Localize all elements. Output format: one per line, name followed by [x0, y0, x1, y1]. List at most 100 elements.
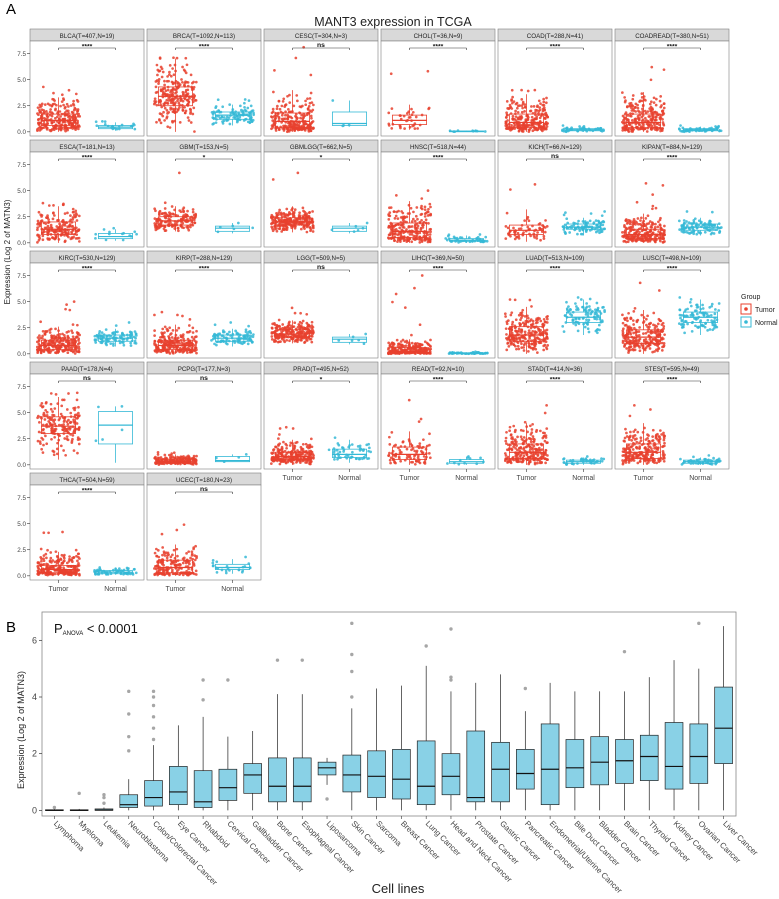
tumor-point [652, 238, 656, 241]
facet-title: CESC(T=304,N=3) [295, 33, 347, 40]
normal-point [595, 308, 599, 312]
tumor-point [634, 231, 638, 235]
tumor-point [505, 211, 509, 215]
normal-point [582, 126, 586, 130]
tumor-point [638, 122, 641, 126]
tumor-point [658, 223, 662, 226]
tumor-point [160, 67, 164, 71]
tumor-point [505, 348, 509, 352]
tumor-point [187, 100, 191, 104]
facet-title: LUSC(T=498,N=109) [643, 255, 701, 262]
normal-point [214, 106, 218, 110]
tumor-point [428, 344, 432, 348]
tumor-point [643, 223, 646, 227]
tumor-point [515, 101, 519, 105]
normal-point [594, 219, 598, 223]
tumor-point [70, 232, 74, 235]
normal-point [700, 129, 704, 133]
tumor-point [662, 68, 666, 72]
normal-point [244, 328, 248, 332]
tumor-point [652, 311, 656, 315]
tumor-point [628, 219, 632, 223]
tumor-point [43, 123, 47, 127]
tumor-point [36, 351, 40, 355]
normal-point [243, 108, 247, 112]
tumor-point [165, 115, 169, 119]
tumor-point [54, 236, 58, 239]
tumor-point [36, 226, 39, 230]
tumor-point [171, 349, 174, 352]
tumor-point [172, 56, 175, 60]
normal-point [566, 129, 570, 133]
sig-label: ns [317, 42, 325, 49]
tumor-point [405, 341, 409, 344]
tumor-point [416, 226, 419, 230]
tumor-point [660, 349, 664, 352]
tumor-point [186, 343, 190, 346]
tumor-point [36, 348, 40, 352]
normal-point [231, 224, 235, 228]
tumor-point [50, 114, 54, 118]
tumor-point [183, 111, 187, 115]
tumor-point [36, 241, 39, 244]
normal-point [682, 222, 686, 225]
normal-point [588, 219, 592, 223]
tumor-point [418, 323, 422, 327]
tumor-point [515, 340, 519, 343]
tumor-point [167, 222, 171, 225]
normal-point [102, 335, 106, 339]
normal-point [574, 317, 578, 321]
tumor-point [40, 348, 43, 352]
tumor-point [58, 341, 62, 345]
tumor-point [156, 347, 159, 351]
tumor-point [543, 343, 547, 347]
tumor-point [290, 128, 293, 132]
tumor-point [660, 338, 664, 341]
tumor-point [163, 338, 167, 342]
tumor-point [185, 220, 189, 224]
tumor-point [640, 313, 644, 317]
tumor-point [191, 326, 195, 330]
tumor-point [621, 91, 624, 94]
tumor-point [278, 225, 282, 228]
normal-point [362, 342, 366, 346]
tumor-point [154, 209, 157, 213]
tumor-point [509, 112, 513, 115]
tumor-point [177, 82, 181, 85]
tumor-point [186, 88, 190, 92]
facet-title: ESCA(T=181,N=13) [59, 144, 114, 151]
tumor-point [71, 335, 75, 339]
tumor-point [423, 230, 427, 233]
normal-point [679, 129, 682, 133]
normal-point [710, 129, 714, 133]
tumor-point [651, 204, 655, 208]
tumor-point [168, 352, 172, 355]
tumor-point [424, 221, 428, 225]
tumor-point [154, 80, 158, 83]
tumor-point [163, 229, 167, 233]
normal-point [104, 338, 107, 342]
tumor-point [422, 347, 425, 351]
tumor-point [656, 344, 660, 348]
tumor-point [411, 217, 415, 221]
tumor-point [287, 211, 291, 214]
normal-point [565, 127, 569, 131]
tumor-point [534, 110, 537, 114]
tumor-point [631, 128, 635, 132]
tumor-point [65, 303, 68, 306]
tumor-point [638, 345, 641, 349]
tumor-point [624, 219, 628, 223]
normal-point [588, 297, 592, 301]
tumor-point [52, 120, 56, 124]
tumor-point [168, 95, 172, 99]
tumor-point [529, 326, 533, 330]
tumor-point [166, 75, 169, 78]
tumor-point [173, 119, 177, 123]
tumor-point [645, 119, 648, 122]
tumor-point [51, 344, 55, 348]
tumor-point [181, 106, 185, 109]
normal-point [337, 339, 341, 342]
tumor-point [393, 216, 397, 220]
normal-point [679, 124, 682, 127]
tumor-point [71, 207, 75, 211]
